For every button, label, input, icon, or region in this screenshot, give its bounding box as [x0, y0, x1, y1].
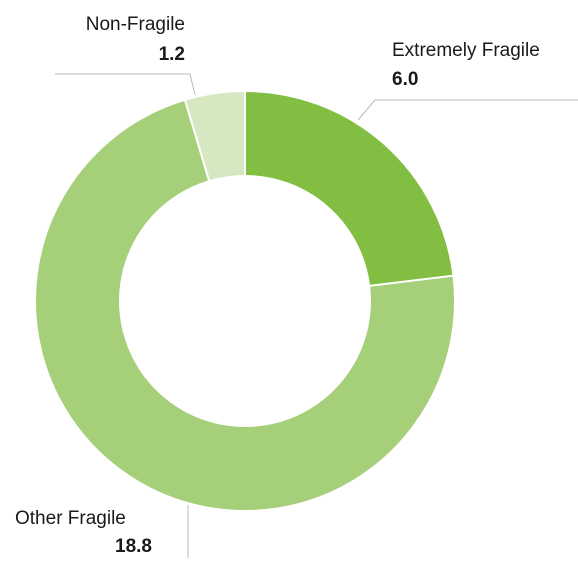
slice-value: 18.8 [115, 536, 152, 557]
slice-value: 1.2 [159, 44, 185, 65]
slice [183, 89, 246, 183]
slice-label: Other Fragile [15, 508, 126, 529]
leader-line [55, 73, 196, 96]
leader-line [357, 99, 578, 121]
slice-value: 6.0 [392, 69, 418, 90]
slice-label: Extremely Fragile [392, 40, 540, 61]
slice-label: Non-Fragile [86, 14, 185, 35]
slice [244, 89, 455, 288]
donut [34, 89, 456, 512]
slice [34, 98, 456, 512]
